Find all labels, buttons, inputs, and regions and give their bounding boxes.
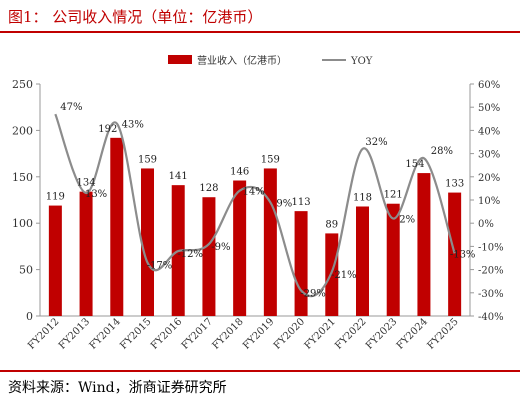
- bar-value-label: 159: [138, 154, 157, 165]
- yoy-value-label: -29%: [300, 288, 326, 299]
- yoy-value-label: 47%: [60, 102, 82, 113]
- x-tick-label: FY2016: [149, 316, 184, 351]
- yoy-value-label: -13%: [450, 249, 476, 260]
- x-tick-label: FY2021: [303, 316, 338, 351]
- revenue-bar: [110, 137, 124, 316]
- left-tick-label: 50: [19, 264, 33, 277]
- bar-value-label: 192: [98, 124, 117, 135]
- revenue-bar: [233, 180, 247, 316]
- source-note: 资料来源：Wind，浙商证券研究所: [8, 380, 227, 396]
- yoy-value-label: 9%: [276, 198, 292, 209]
- bar-value-label: 146: [230, 167, 249, 178]
- right-tick-label: -10%: [478, 242, 504, 253]
- yoy-value-label: -9%: [211, 242, 230, 253]
- revenue-chart: 0 50 100 150 200 250 -40% -30% -20% -10% 0% 10% 20% 3…: [12, 54, 504, 352]
- revenue-bar: [356, 206, 369, 316]
- revenue-bar: [202, 197, 216, 316]
- bar-value-label: 134: [77, 178, 96, 189]
- revenue-bar: [294, 211, 308, 316]
- revenue-bar: [386, 203, 400, 316]
- x-tick-label: FY2014: [88, 316, 123, 351]
- right-tick-label: 50%: [478, 103, 500, 114]
- bottom-rule: [0, 370, 520, 372]
- revenue-bar: [417, 173, 431, 316]
- left-tick-label: 0: [26, 310, 33, 323]
- left-tick-label: 200: [12, 124, 33, 137]
- right-tick-label: 30%: [478, 150, 500, 161]
- bar-value-label: 128: [199, 183, 218, 194]
- legend-label-yoy: YOY: [350, 56, 373, 67]
- revenue-bar: [263, 168, 277, 316]
- x-tick-label: FY2024: [395, 316, 430, 351]
- yoy-value-label: 32%: [365, 137, 387, 148]
- yoy-line: [54, 113, 456, 298]
- bar-value-label: 89: [325, 219, 338, 230]
- bar-value-label: 118: [353, 192, 372, 203]
- yoy-value-label: 13%: [85, 189, 107, 200]
- yoy-value-label: 2%: [399, 215, 415, 226]
- right-tick-label: 60%: [478, 80, 500, 91]
- yoy-value-label: -21%: [331, 270, 357, 281]
- yoy-value-label: 14%: [243, 187, 265, 198]
- yoy-value-label: -12%: [177, 249, 203, 260]
- revenue-bar: [448, 192, 462, 316]
- yoy-value-label: 28%: [431, 146, 453, 157]
- right-tick-label: -30%: [478, 289, 504, 300]
- x-tick-label: FY2015: [118, 316, 153, 351]
- x-tick-label: FY2025: [425, 316, 460, 351]
- revenue-bar: [141, 168, 154, 316]
- legend-swatch-revenue: [168, 55, 192, 64]
- bar-value-label: 154: [405, 159, 424, 170]
- left-tick-label: 100: [12, 217, 33, 230]
- bar-value-label: 113: [292, 197, 311, 208]
- x-tick-label: FY2023: [364, 316, 399, 351]
- yoy-value-label: 43%: [122, 119, 144, 130]
- x-tick-label: FY2017: [180, 316, 215, 351]
- right-tick-label: -20%: [478, 266, 504, 277]
- yoy-value-label: -17%: [147, 261, 173, 272]
- right-tick-label: 10%: [478, 196, 500, 207]
- bar-value-label: 133: [445, 179, 464, 190]
- legend-label-revenue: 营业收入（亿港币）: [197, 54, 287, 67]
- right-tick-label: 0%: [478, 219, 494, 230]
- revenue-bar: [48, 205, 62, 316]
- x-tick-label: FY2019: [241, 316, 276, 351]
- right-tick-label: 40%: [478, 126, 500, 137]
- bar-value-label: 119: [46, 192, 65, 203]
- revenue-bar: [79, 191, 93, 316]
- right-tick-label: -40%: [478, 312, 504, 323]
- x-tick-label: FY2022: [333, 316, 368, 351]
- right-tick-label: 20%: [478, 173, 500, 184]
- x-tick-label: FY2013: [57, 316, 92, 351]
- x-tick-label: FY2020: [272, 316, 307, 351]
- figure-title: 图1： 公司收入情况（单位：亿港币）: [8, 8, 263, 26]
- x-tick-label: FY2018: [210, 316, 245, 351]
- title-rule: [0, 31, 520, 33]
- bar-value-label: 141: [169, 171, 188, 182]
- revenue-bar: [325, 233, 339, 316]
- bar-value-label: 159: [261, 154, 280, 165]
- left-tick-label: 250: [12, 78, 33, 91]
- left-tick-label: 150: [12, 171, 33, 184]
- bar-value-label: 121: [384, 190, 403, 201]
